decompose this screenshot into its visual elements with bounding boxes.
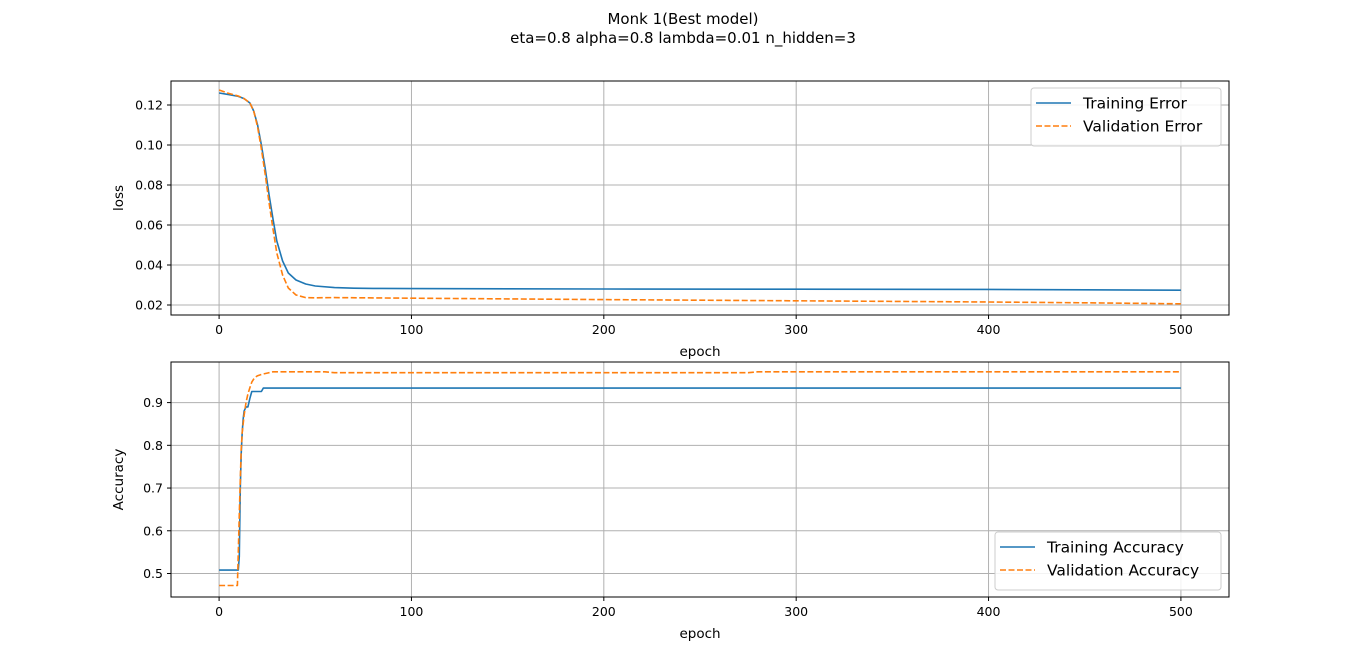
legend: Training Accuracy Validation Accuracy <box>994 531 1222 591</box>
y-tick-label: 0.10 <box>135 138 163 153</box>
y-tick-label: 0.5 <box>143 566 163 581</box>
x-tick-label: 300 <box>784 604 808 619</box>
y-tick-label: 0.06 <box>135 218 163 233</box>
y-tick-label: 0.9 <box>143 395 163 410</box>
y-tick-label: 0.7 <box>143 481 163 496</box>
x-tick-label: 400 <box>977 322 1001 337</box>
legend-entry: Validation Accuracy <box>1047 562 1199 580</box>
x-tick-label: 100 <box>400 604 424 619</box>
series-line-training-accuracy <box>219 387 1181 571</box>
legend-entry: Training Accuracy <box>1046 539 1184 557</box>
x-tick-label: 0 <box>215 322 223 337</box>
legend: Training Error Validation Error <box>1030 87 1222 147</box>
x-tick-label: 500 <box>1169 322 1193 337</box>
y-tick-label: 0.02 <box>135 298 163 313</box>
figure-title: Monk 1(Best model) <box>607 10 759 28</box>
y-tick-label: 0.6 <box>143 523 163 538</box>
legend-box <box>1030 87 1222 147</box>
plot-frame <box>170 80 1230 316</box>
figure-title-block: Monk 1(Best model) eta=0.8 alpha=0.8 lam… <box>0 10 1366 48</box>
series-line-validation-error <box>218 89 1181 305</box>
y-tick-label: 0.04 <box>135 258 163 273</box>
x-tick-label: 500 <box>1169 604 1193 619</box>
legend-entry: Training Error <box>1082 95 1187 113</box>
x-tick-label: 200 <box>592 322 616 337</box>
accuracy-chart: 0 100 200 300 400 500 0.5 0.6 0.7 0.8 0.9 epoch Accu… <box>111 361 1230 642</box>
series-line-validation-accuracy <box>219 370 1181 587</box>
x-tick-label: 0 <box>215 604 223 619</box>
plot-frame <box>170 361 1230 598</box>
legend-entry: Validation Error <box>1083 118 1203 136</box>
y-tick-label: 0.12 <box>135 98 163 113</box>
x-tick-label: 100 <box>400 322 424 337</box>
x-tick-label: 400 <box>977 604 1001 619</box>
y-axis-label: loss <box>111 185 127 211</box>
y-tick-label: 0.08 <box>135 178 163 193</box>
x-axis-label: epoch <box>679 626 720 642</box>
y-axis-label: Accuracy <box>111 449 127 511</box>
x-tick-label: 200 <box>592 604 616 619</box>
legend-box <box>994 531 1222 591</box>
loss-chart: 0 100 200 300 400 500 0.02 0.04 0.06 0.08 0.10 0.12… <box>111 80 1230 360</box>
x-axis-label: epoch <box>679 344 720 360</box>
x-tick-label: 300 <box>784 322 808 337</box>
y-tick-label: 0.8 <box>143 438 163 453</box>
figure-subtitle: eta=0.8 alpha=0.8 lambda=0.01 n_hidden=3 <box>510 29 856 47</box>
